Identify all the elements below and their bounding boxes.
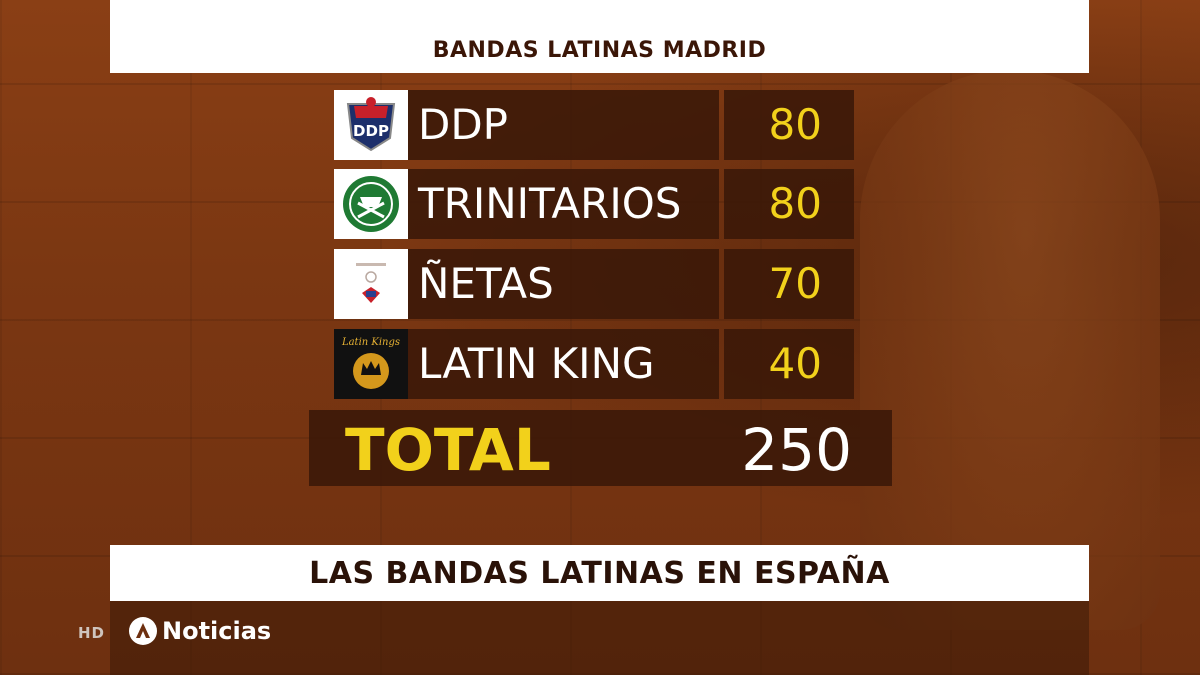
svg-text:Latin Kings: Latin Kings <box>341 337 400 348</box>
ddp-logo-icon: DDP <box>334 90 408 160</box>
lower-third-title: LAS BANDAS LATINAS EN ESPAÑA <box>309 555 890 591</box>
chart-title: BANDAS LATINAS MADRID <box>432 38 767 63</box>
hooded-figure-silhouette <box>860 70 1160 630</box>
netas-logo-icon <box>334 249 408 319</box>
gang-count-trinitarios: 80 <box>724 169 854 239</box>
trinitarios-logo-icon <box>334 169 408 239</box>
gang-count-ddp: 80 <box>724 90 854 160</box>
gang-name-trinitarios: TRINITARIOS <box>408 169 719 239</box>
gang-name-latin-king: LATIN KING <box>408 329 719 399</box>
channel-brand: Noticias <box>128 616 271 646</box>
gang-name-ddp: DDP <box>408 90 719 160</box>
lower-third-bar: LAS BANDAS LATINAS EN ESPAÑA <box>110 545 1089 601</box>
total-row: TOTAL 250 <box>309 410 892 486</box>
total-value: 250 <box>741 416 852 484</box>
svg-text:DDP: DDP <box>353 122 389 140</box>
total-label: TOTAL <box>345 416 551 484</box>
gang-name-netas: ÑETAS <box>408 249 719 319</box>
antena3-logo-icon <box>129 617 157 645</box>
latin-kings-logo-icon: Latin Kings <box>334 329 408 399</box>
hd-badge: HD <box>78 624 106 642</box>
gang-count-netas: 70 <box>724 249 854 319</box>
brand-strip <box>110 601 1089 675</box>
channel-name: Noticias <box>162 617 272 645</box>
gang-count-latin-king: 40 <box>724 329 854 399</box>
header-bar: BANDAS LATINAS MADRID <box>110 0 1089 73</box>
